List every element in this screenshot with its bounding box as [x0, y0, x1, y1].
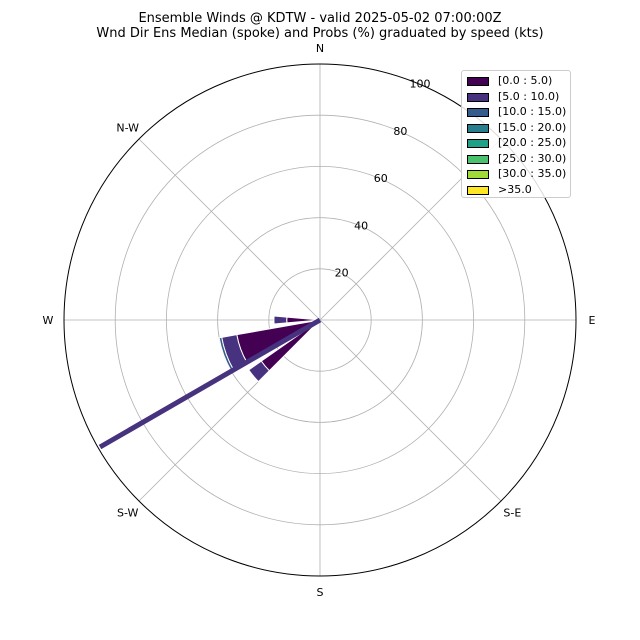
wind-wedge-segment [218, 336, 235, 372]
legend-label: [0.0 : 5.0) [498, 74, 553, 87]
speed-legend: [0.0 : 5.0) [5.0 : 10.0) [10.0 : 15.0) [15.… [461, 70, 571, 198]
median-direction-spoke [98, 317, 322, 450]
direction-label-s: S [317, 586, 324, 599]
radial-tick-label: 20 [335, 267, 349, 280]
wind-wedge-segment [248, 360, 271, 383]
grid-spoke [319, 319, 502, 502]
legend-swatch [467, 154, 489, 164]
outer-ring [63, 63, 577, 577]
radial-tick-label: 80 [393, 125, 407, 138]
radial-tick-label: 100 [409, 77, 430, 90]
radial-tick-label: 60 [374, 172, 388, 185]
median-spoke-line [98, 317, 322, 450]
legend-swatch [467, 92, 489, 102]
legend-swatch [467, 123, 489, 133]
chart-subtitle: Wnd Dir Ens Median (spoke) and Probs (%)… [96, 26, 544, 41]
radial-tick-label: 40 [354, 219, 368, 232]
direction-label-w: W [43, 314, 54, 327]
legend-label: [30.0 : 35.0) [498, 167, 567, 180]
direction-label-s-e: S-E [503, 506, 521, 519]
legend-label: [5.0 : 10.0) [498, 89, 560, 103]
legend-swatch [467, 108, 489, 117]
direction-label-s-w: S-W [117, 506, 139, 519]
wind-wedge-segment [273, 315, 288, 325]
legend-label: [10.0 : 15.0) [498, 105, 567, 118]
axis-labels: N E S-E S S-W W N-W 20 40 60 80 100 [43, 42, 596, 599]
legend-label: [15.0 : 20.0) [498, 120, 567, 134]
direction-label-n: N [316, 42, 324, 55]
legend-label: [25.0 : 30.0) [498, 151, 567, 165]
legend-swatch [467, 185, 489, 195]
legend-swatch [467, 77, 489, 86]
legend-swatch [467, 139, 489, 148]
legend-label: [20.0 : 25.0) [498, 136, 567, 149]
direction-label-e: E [589, 314, 596, 327]
direction-label-n-w: N-W [116, 122, 139, 135]
legend-swatch [467, 170, 489, 179]
grid-spoke [138, 138, 321, 321]
legend-label: >35.0 [498, 182, 532, 196]
chart-title: Ensemble Winds @ KDTW - valid 2025-05-02… [138, 11, 502, 26]
